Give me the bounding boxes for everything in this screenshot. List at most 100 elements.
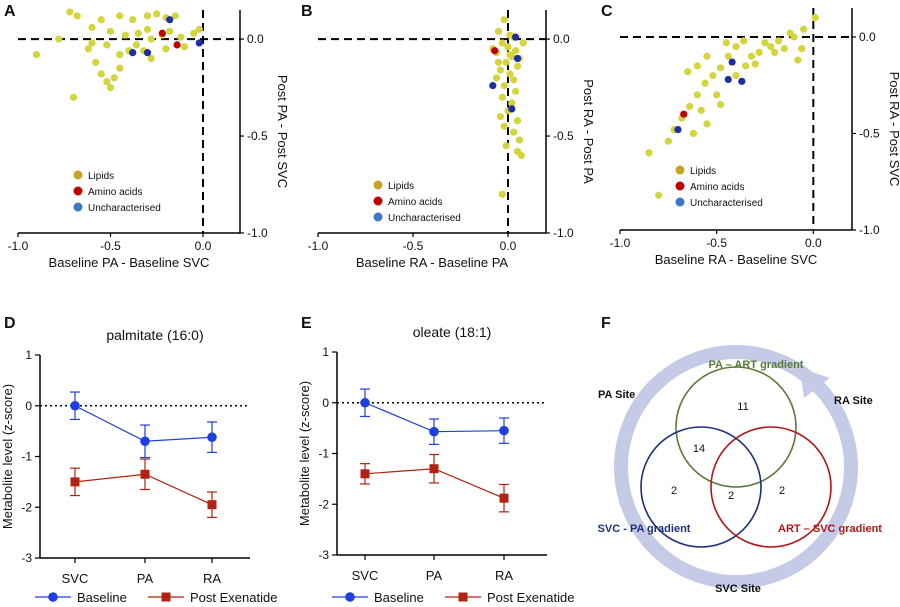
point-lipids-c bbox=[798, 44, 806, 53]
x-tick-label-d: RA bbox=[203, 571, 221, 586]
y-axis-label-b: Post RA - Post PA bbox=[581, 79, 596, 184]
panel-letter-c: C bbox=[601, 3, 613, 20]
legend-label-amino-acids-c: Amino acids bbox=[690, 182, 744, 193]
point-lipids-c bbox=[664, 137, 672, 145]
point-unchar-a bbox=[166, 16, 174, 24]
x-tick-label-e: RA bbox=[495, 568, 513, 583]
chart-title-e: oleate (18:1) bbox=[413, 324, 492, 340]
y-tick-label-d: -2 bbox=[21, 500, 32, 514]
point-lipids-a bbox=[162, 45, 170, 53]
y-tick-label-b: 0.0 bbox=[553, 32, 570, 46]
point-unchar-c bbox=[674, 126, 682, 134]
y-tick-label-b: -0.5 bbox=[553, 129, 574, 143]
point-lipids-a bbox=[66, 8, 74, 16]
x-tick-label-c: 0.0 bbox=[805, 236, 822, 250]
point-lipids-a bbox=[32, 51, 41, 59]
x-axis-label-b: Baseline RA - Baseline PA bbox=[356, 255, 509, 270]
point-lipids-a bbox=[166, 27, 174, 35]
y-tick-label-a: 0.0 bbox=[247, 32, 264, 46]
line-chart-d: palmitate (16:0) 1 0 -1 -2 -3 SVC PA RA Metabolit… bbox=[0, 327, 277, 605]
point-lipids-b bbox=[494, 58, 503, 66]
point-lipids-a bbox=[110, 74, 118, 82]
y-axis-label-c: Post RA - Post SVC bbox=[887, 72, 900, 187]
point-lipids-a bbox=[132, 41, 140, 49]
point-lipids-b bbox=[510, 76, 518, 84]
point-baseline-e bbox=[499, 425, 509, 436]
legend-label-amino-acids-a: Amino acids bbox=[88, 187, 142, 198]
point-lipids-a bbox=[129, 16, 137, 24]
x-tick-label-b: -0.5 bbox=[403, 239, 424, 253]
point-lipids-c bbox=[713, 91, 721, 99]
point-post-exenatide-e bbox=[499, 493, 509, 503]
x-tick-label-c: -0.5 bbox=[706, 236, 727, 250]
x-tick-label-e: SVC bbox=[352, 568, 379, 583]
legend-marker-baseline-d bbox=[48, 592, 58, 602]
point-lipids-c bbox=[771, 48, 779, 57]
point-unchar-c bbox=[738, 77, 746, 85]
point-unchar-a bbox=[129, 49, 137, 57]
point-lipids-c bbox=[767, 43, 775, 51]
venn-count-svc-pa-only: 2 bbox=[671, 485, 677, 497]
point-lipids-c bbox=[724, 52, 732, 60]
point-lipids-a bbox=[73, 12, 81, 20]
point-lipids-c bbox=[774, 37, 783, 45]
scatter-chart-c: -1.0 -0.5 0.0 0.0 -0.5 -1.0 Baseline RA - Base… bbox=[610, 8, 900, 267]
point-unchar-b bbox=[508, 105, 516, 113]
point-lipids-c bbox=[722, 39, 730, 47]
x-tick-label-b: -1.0 bbox=[308, 239, 329, 253]
point-unchar-c bbox=[724, 75, 732, 84]
point-lipids-c bbox=[709, 71, 717, 80]
point-lipids-c bbox=[790, 33, 798, 41]
point-baseline-d bbox=[140, 436, 150, 447]
x-tick-label-e: PA bbox=[426, 568, 443, 583]
point-lipids-b bbox=[496, 66, 504, 74]
legend-label-baseline-d: Baseline bbox=[77, 590, 127, 605]
point-lipids-c bbox=[755, 48, 763, 57]
point-lipids-b bbox=[500, 82, 508, 90]
legend-label-baseline-e: Baseline bbox=[374, 590, 424, 605]
y-tick-label-e: -1 bbox=[318, 447, 329, 461]
point-baseline-e bbox=[429, 426, 439, 437]
point-lipids-b bbox=[496, 113, 504, 121]
y-tick-label-e: -2 bbox=[318, 497, 329, 511]
point-lipids-a bbox=[180, 43, 189, 51]
legend-marker-post-exenatide-d bbox=[161, 592, 171, 602]
x-tick-label-b: 0.0 bbox=[500, 239, 517, 253]
point-lipids-a bbox=[147, 35, 155, 43]
y-tick-label-d: 1 bbox=[25, 348, 32, 362]
legend-marker-uncharacterised-c bbox=[675, 197, 685, 207]
legend-label-uncharacterised-c: Uncharacterised bbox=[690, 198, 763, 209]
point-lipids-b bbox=[506, 70, 514, 78]
point-lipids-c bbox=[740, 37, 748, 45]
x-axis-label-a: Baseline PA - Baseline SVC bbox=[49, 255, 210, 270]
point-lipids-a bbox=[134, 29, 142, 37]
point-baseline-e bbox=[360, 397, 370, 408]
y-tick-label-d: -1 bbox=[21, 450, 32, 464]
y-tick-label-e: 1 bbox=[322, 345, 329, 359]
point-lipids-a bbox=[97, 16, 105, 24]
point-lipids-b bbox=[494, 27, 503, 35]
legend-label-post-exenatide-e: Post Exenatide bbox=[487, 590, 574, 605]
point-lipids-a bbox=[177, 33, 185, 41]
venn-label-svc-pa: SVC - PA gradient bbox=[598, 523, 691, 535]
y-tick-label-c: 0.0 bbox=[859, 30, 876, 44]
chart-title-d: palmitate (16:0) bbox=[106, 327, 203, 343]
legend-marker-post-exenatide-e bbox=[458, 592, 468, 602]
venn-count-pa-art-only: 11 bbox=[737, 401, 748, 413]
y-tick-label-d: -3 bbox=[21, 551, 32, 565]
legend-marker-uncharacterised-b bbox=[373, 212, 383, 222]
point-lipids-a bbox=[121, 31, 129, 39]
point-unchar-a bbox=[143, 49, 152, 57]
point-lipids-a bbox=[92, 58, 100, 66]
panel-letter-f: F bbox=[601, 315, 611, 332]
point-lipids-c bbox=[689, 129, 698, 138]
point-post-exenatide-d bbox=[207, 500, 217, 510]
point-amino-a bbox=[173, 41, 181, 49]
point-amino-a bbox=[158, 29, 166, 37]
point-lipids-c bbox=[732, 71, 740, 80]
point-lipids-c bbox=[800, 25, 808, 33]
point-lipids-a bbox=[116, 64, 124, 72]
y-axis-label-a: Post PA - Post SVC bbox=[275, 75, 290, 188]
point-lipids-c bbox=[761, 39, 769, 47]
